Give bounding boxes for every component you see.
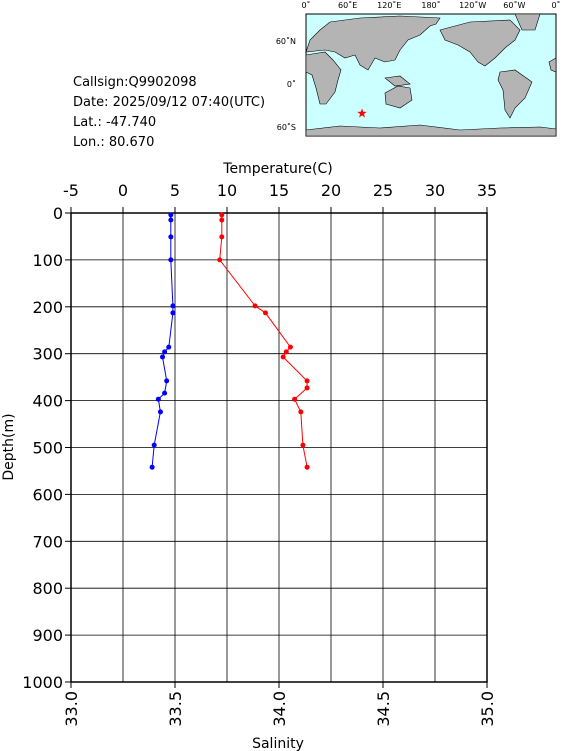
y-tick-label: 0	[53, 204, 63, 223]
profile-point	[262, 310, 268, 316]
profile-point	[292, 396, 298, 402]
x-axis-label: Salinity	[252, 736, 304, 751]
profile-point	[217, 257, 223, 263]
y-tick-label: 500	[32, 439, 63, 458]
x-tick-label: 35.0	[478, 691, 497, 727]
profile-point	[168, 234, 174, 240]
x-tick-label: 34.0	[270, 691, 289, 727]
info-line: Lon.: 80.670	[73, 135, 154, 150]
x2-tick-label: 30	[425, 181, 445, 200]
x2-tick-label: 25	[373, 181, 393, 200]
map-marker	[357, 108, 367, 118]
profile-point	[219, 212, 225, 218]
x-tick-label: 33.0	[62, 691, 81, 727]
profile-point	[219, 217, 225, 223]
map-lat-label: 0˚	[287, 79, 296, 89]
x-tick-label: 33.5	[166, 691, 185, 727]
x2-tick-label: 10	[217, 181, 237, 200]
profile-point	[304, 385, 310, 391]
map-land	[305, 13, 557, 137]
map-lon-label: 120˚E	[377, 0, 401, 10]
profile-point	[149, 464, 155, 470]
info-line: Lat.: -47.740	[73, 115, 156, 130]
y-tick-label: 700	[32, 532, 63, 551]
x-tick-label: 34.5	[374, 691, 393, 727]
profile-point	[168, 217, 174, 223]
profile-point	[155, 396, 161, 402]
map	[305, 13, 557, 137]
profile-point	[157, 409, 163, 415]
map-lon-label: 120˚W	[459, 0, 486, 10]
x2-tick-label: 20	[321, 181, 341, 200]
map-lon-label: 60˚E	[338, 0, 357, 10]
y-tick-label: 1000	[22, 673, 63, 692]
y-tick-label: 400	[32, 392, 63, 411]
profile-point	[162, 349, 168, 355]
profile-point	[298, 409, 304, 415]
profile-line	[151, 214, 174, 468]
profile-point	[162, 390, 168, 396]
profile-point	[219, 234, 225, 240]
y-axis-label: Depth(m)	[1, 413, 17, 480]
x2-tick-label: -5	[63, 181, 79, 200]
map-lat-label: 60˚S	[277, 122, 296, 132]
profile-point	[287, 344, 293, 350]
profile-point	[151, 442, 157, 448]
profile-point	[168, 257, 174, 263]
profile-point	[164, 378, 170, 384]
profile-point	[160, 354, 166, 360]
info-line: Date: 2025/09/12 07:40(UTC)	[73, 95, 265, 110]
map-lon-label: 180˚	[421, 0, 440, 10]
profile-point	[170, 303, 176, 309]
profile-point	[168, 212, 174, 218]
profile-point	[170, 310, 176, 316]
y-tick-label: 100	[32, 251, 63, 270]
y-tick-label: 600	[32, 485, 63, 504]
profile-point	[304, 378, 310, 384]
profile-point	[166, 344, 172, 350]
map-lat-label: 60˚N	[276, 36, 296, 46]
x2-tick-label: 0	[118, 181, 128, 200]
profile-point	[304, 464, 310, 470]
y-tick-label: 200	[32, 298, 63, 317]
x2-axis-label: Temperature(C)	[222, 161, 332, 177]
y-tick-label: 800	[32, 579, 63, 598]
map-lon-label: 0˚	[551, 0, 560, 10]
profile-point	[252, 303, 258, 309]
map-lon-label: 60˚W	[503, 0, 525, 10]
y-tick-label: 300	[32, 345, 63, 364]
profile-point	[280, 354, 286, 360]
profile-line	[219, 214, 308, 468]
info-line: Callsign:Q9902098	[73, 75, 197, 90]
x2-tick-label: 15	[269, 181, 289, 200]
y-tick-label: 900	[32, 626, 63, 645]
x2-tick-label: 5	[170, 181, 180, 200]
profile-point	[300, 442, 306, 448]
profile-point	[283, 349, 289, 355]
map-lon-label: 0˚	[301, 0, 310, 10]
x2-tick-label: 35	[477, 181, 497, 200]
plot-frame	[70, 212, 488, 683]
